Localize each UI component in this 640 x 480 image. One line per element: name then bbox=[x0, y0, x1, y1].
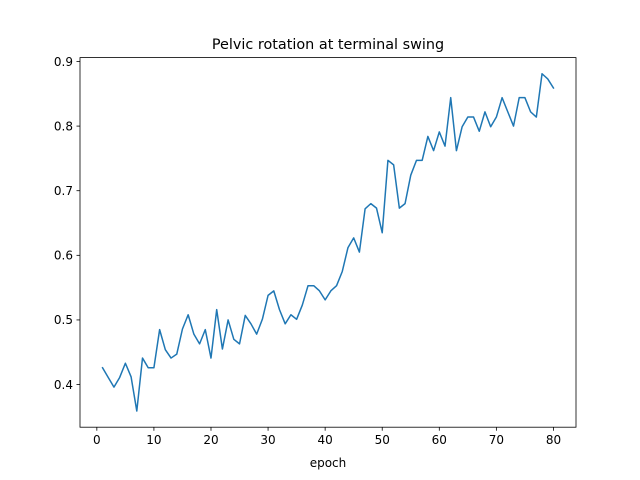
y-tick-label: 0.5 bbox=[54, 313, 73, 327]
plot-area bbox=[101, 73, 555, 412]
x-tick-label: 40 bbox=[318, 433, 333, 447]
axes-frame bbox=[79, 57, 577, 428]
x-tick-label: 60 bbox=[432, 433, 447, 447]
x-axis-label: epoch bbox=[310, 456, 347, 470]
x-tick-label: 70 bbox=[489, 433, 504, 447]
x-tick-label: 20 bbox=[203, 433, 218, 447]
y-tick-label: 0.7 bbox=[54, 184, 73, 198]
x-tick-label: 80 bbox=[546, 433, 561, 447]
y-tick-label: 0.8 bbox=[54, 119, 73, 133]
y-tick-label: 0.4 bbox=[54, 378, 73, 392]
x-tick-label: 30 bbox=[260, 433, 275, 447]
x-tick-label: 50 bbox=[375, 433, 390, 447]
x-tick-label: 0 bbox=[93, 433, 101, 447]
y-tick-label: 0.9 bbox=[54, 55, 73, 69]
series-line bbox=[101, 73, 555, 412]
x-tick-label: 10 bbox=[146, 433, 161, 447]
chart-title: Pelvic rotation at terminal swing bbox=[212, 37, 444, 53]
tick-layer: 0 10 20 30 40 50 60 70 80 0.4 0.5 0.6 0.7 0.8 0.9 bbox=[54, 55, 561, 447]
y-tick-label: 0.6 bbox=[54, 249, 73, 263]
